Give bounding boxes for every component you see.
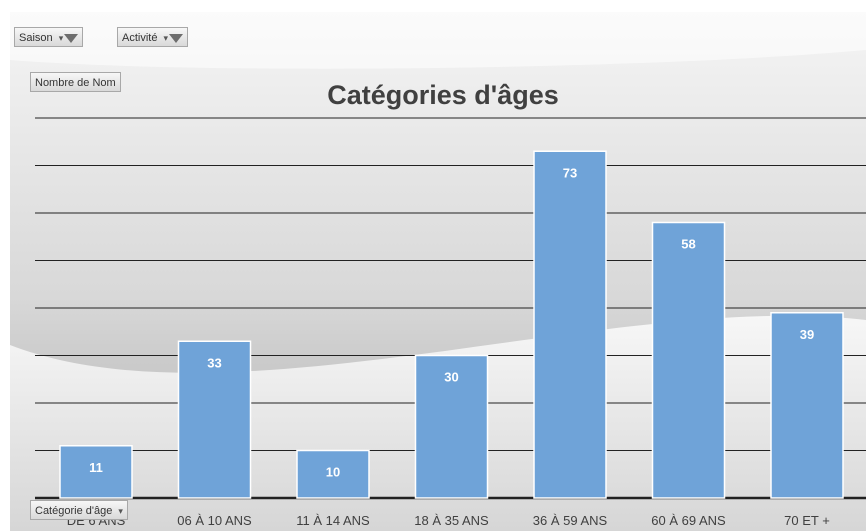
data-label: 30 [444, 370, 458, 385]
chart-background-top-arc [10, 12, 866, 69]
x-tick-label: 06 À 10 ANS [177, 513, 252, 528]
value-field-label: Nombre de Nom [35, 77, 116, 89]
bar [296, 449, 370, 499]
x-tick-label: 70 ET + [784, 513, 830, 528]
season-filter-button[interactable]: Saison ▾ [14, 27, 84, 48]
activity-filter-button[interactable]: Activité ▾ [117, 27, 189, 48]
data-label: 33 [207, 355, 221, 370]
data-label: 73 [563, 165, 577, 180]
bar [651, 221, 726, 499]
axis-field-label: Catégorie d'âge [35, 505, 113, 517]
activity-filter-label: Activité [122, 32, 158, 44]
x-tick-label: 11 À 14 ANS [296, 513, 370, 528]
value-field-button[interactable]: Nombre de Nom [30, 72, 121, 92]
x-tick-label: 60 À 69 ANS [651, 513, 726, 528]
data-label: 39 [800, 327, 814, 342]
data-label: 58 [681, 237, 695, 252]
season-filter-label: Saison [19, 32, 53, 44]
bar [59, 445, 133, 499]
bars [59, 150, 844, 499]
axis-field-button[interactable]: Catégorie d'âge ▾ [30, 500, 128, 520]
dropdown-icon: ▾ [118, 506, 123, 516]
bar [533, 150, 607, 499]
filter-icon: ▾ [164, 28, 184, 48]
filter-icon: ▾ [59, 28, 79, 48]
chart-title: Catégories d'âges [327, 80, 559, 110]
data-label: 11 [89, 460, 103, 475]
x-tick-label: 36 À 59 ANS [533, 513, 608, 528]
data-label: 10 [326, 465, 340, 480]
bar [177, 340, 252, 499]
x-tick-label: 18 À 35 ANS [414, 513, 489, 528]
bar [414, 354, 489, 499]
bar [770, 312, 844, 499]
data-labels: 11 33 10 30 73 58 39 [89, 165, 814, 479]
